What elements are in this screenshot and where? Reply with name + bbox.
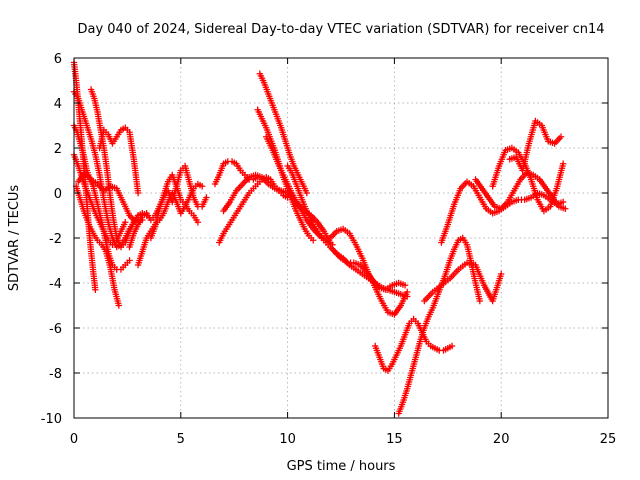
data-point — [203, 194, 210, 201]
data-point — [557, 133, 565, 140]
data-point — [122, 219, 129, 226]
data-point — [126, 257, 133, 264]
x-tick-label: 10 — [279, 432, 296, 447]
data-point — [401, 282, 409, 289]
chart-title: Day 040 of 2024, Sidereal Day-to-day VTE… — [77, 22, 604, 37]
data-point — [404, 288, 411, 296]
data-point — [310, 237, 317, 244]
data-points — [70, 59, 569, 417]
y-tick-label: 4 — [54, 97, 62, 112]
data-point — [559, 160, 567, 167]
y-tick-label: 6 — [54, 52, 62, 67]
y-tick-label: 2 — [54, 142, 62, 157]
y-tick-label: 0 — [54, 187, 62, 202]
x-axis-label: GPS time / hours — [287, 459, 396, 474]
data-point — [303, 189, 311, 197]
x-tick-label: 15 — [386, 432, 403, 447]
data-point — [92, 286, 99, 293]
x-tick-label: 5 — [177, 432, 185, 447]
y-axis-label: SDTVAR / TECUs — [7, 185, 22, 292]
data-point — [498, 270, 505, 278]
data-point — [476, 297, 484, 305]
y-tick-label: -4 — [49, 277, 62, 292]
data-point — [448, 342, 456, 350]
data-point — [194, 219, 202, 226]
x-tick-label: 20 — [493, 432, 510, 447]
y-tick-label: -8 — [49, 367, 62, 382]
data-point — [559, 198, 567, 206]
data-point — [134, 189, 142, 197]
data-point — [562, 205, 569, 212]
x-tick-label: 25 — [600, 432, 617, 447]
data-point — [198, 183, 206, 190]
axis-ticks: 0 5 10 15 20 25 -10 -8 -6 -4 -2 0 2 4 6 — [41, 52, 617, 447]
grid — [74, 58, 608, 418]
y-tick-label: -2 — [49, 232, 62, 247]
x-tick-label: 0 — [70, 432, 78, 447]
y-tick-label: -10 — [41, 412, 62, 427]
data-point — [115, 302, 123, 309]
y-tick-label: -6 — [49, 322, 62, 337]
